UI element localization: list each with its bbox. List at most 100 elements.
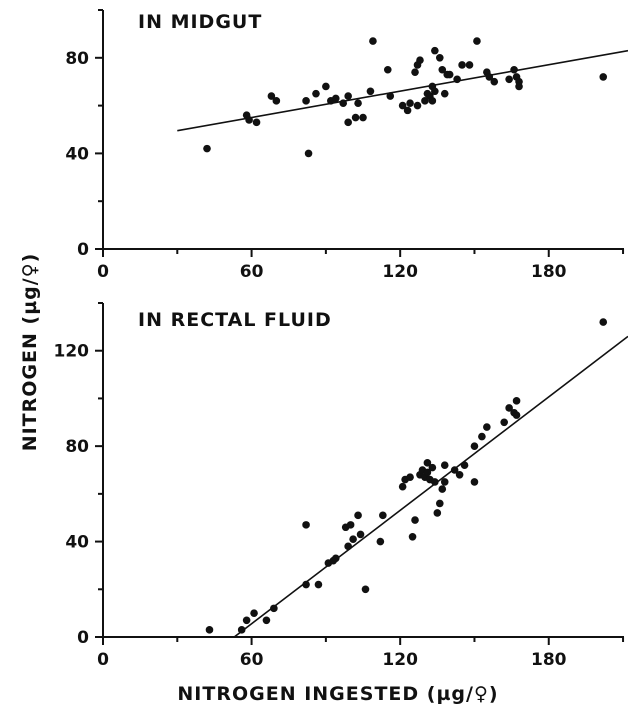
rectal-data-point xyxy=(470,478,479,486)
midgut-data-point xyxy=(354,99,362,108)
rectal-data-point xyxy=(500,418,508,427)
rectal-data-point xyxy=(423,468,432,477)
midgut-data-point xyxy=(413,101,422,110)
midgut-data-point xyxy=(252,118,261,127)
rectal-data-point xyxy=(455,470,464,479)
midgut-data-point xyxy=(267,92,276,100)
midgut-data-point xyxy=(339,99,348,108)
x-axis-title: NITROGEN INGESTED (µg/♀) xyxy=(177,683,498,705)
rectal-data-point xyxy=(398,482,407,491)
rectal-x-tick-label: 0 xyxy=(97,650,109,670)
midgut-data-point xyxy=(440,89,449,98)
rectal-y-tick-label: 0 xyxy=(77,628,89,648)
rectal-x-tick-label: 180 xyxy=(531,650,567,670)
midgut-data-point xyxy=(485,73,494,81)
rectal-data-point xyxy=(505,404,513,412)
rectal-data-point xyxy=(435,499,444,508)
midgut-data-point xyxy=(344,118,352,127)
rectal-data-point xyxy=(262,616,271,625)
rectal-data-point xyxy=(428,463,437,472)
midgut-y-tick-label: 80 xyxy=(65,49,89,69)
rectal-data-point xyxy=(433,509,442,517)
rectal-data-point xyxy=(599,318,608,326)
rectal-data-point xyxy=(379,511,387,520)
midgut-data-point xyxy=(510,65,518,74)
midgut-data-point xyxy=(366,87,375,96)
rectal-data-point xyxy=(270,604,278,613)
rectal-y-tick-label: 80 xyxy=(65,437,89,457)
midgut-data-point xyxy=(359,113,367,122)
rectal-data-point xyxy=(314,580,323,589)
rectal-data-point xyxy=(440,461,449,470)
rectal-y-tick-label: 120 xyxy=(54,342,90,362)
rectal-data-point xyxy=(483,423,491,431)
rectal-data-point xyxy=(344,542,352,551)
rectal-data-point xyxy=(460,461,469,470)
midgut-data-point xyxy=(435,54,444,62)
midgut-data-point xyxy=(406,99,414,108)
rectal-y-tick-label: 40 xyxy=(65,533,89,553)
rectal-data-point xyxy=(376,537,385,546)
midgut-y-tick-label: 0 xyxy=(77,240,89,260)
midgut-data-point xyxy=(428,97,437,105)
rectal-data-point xyxy=(242,616,251,625)
rectal-x-tick-label: 120 xyxy=(382,650,418,670)
rectal-data-point xyxy=(356,530,365,539)
rectal-data-point xyxy=(406,473,414,481)
y-axis-title: NITROGEN (µg/♀) xyxy=(19,253,41,452)
midgut-data-point xyxy=(403,106,412,115)
rectal-data-point xyxy=(349,535,357,543)
rectal-data-point xyxy=(450,466,459,474)
rectal-data-point xyxy=(302,521,310,529)
midgut-data-point xyxy=(465,61,474,69)
midgut-data-point xyxy=(411,68,419,76)
midgut-data-point xyxy=(515,82,523,91)
rectal-fluid-panel: 0 40 80 120 0 60 120 180 IN RECTAL FLUID xyxy=(54,302,628,670)
rectal-data-point xyxy=(408,533,417,541)
midgut-x-tick-label: 0 xyxy=(97,262,109,282)
midgut-data-point xyxy=(312,89,320,98)
midgut-data-point xyxy=(383,65,392,74)
rectal-data-point xyxy=(512,411,521,419)
midgut-regression-line xyxy=(177,49,628,132)
rectal-data-point xyxy=(440,478,449,486)
midgut-data-point xyxy=(331,94,340,103)
rectal-data-point xyxy=(423,459,432,467)
rectal-data-point xyxy=(361,585,370,594)
midgut-data-point xyxy=(438,65,447,74)
rectal-data-point xyxy=(411,516,419,524)
rectal-data-point xyxy=(478,432,486,441)
midgut-data-point xyxy=(369,37,377,45)
midgut-data-point xyxy=(322,82,330,91)
midgut-data-point xyxy=(245,116,253,124)
midgut-data-point xyxy=(386,92,395,100)
midgut-data-point xyxy=(599,73,608,81)
midgut-data-point xyxy=(302,97,310,105)
rectal-data-point xyxy=(302,580,310,589)
midgut-data-point xyxy=(458,61,466,69)
midgut-x-tick-label: 180 xyxy=(531,262,567,282)
rectal-data-point xyxy=(354,511,362,520)
midgut-data-point xyxy=(203,144,211,153)
midgut-panel: 0 40 80 0 60 120 180 IN MIDGUT xyxy=(65,9,628,282)
rectal-data-point xyxy=(438,485,447,493)
rectal-data-point xyxy=(431,478,439,486)
midgut-data-point xyxy=(473,37,481,45)
rectal-data-point xyxy=(512,397,521,405)
midgut-x-tick-label: 60 xyxy=(240,262,264,282)
rectal-x-tick-label: 60 xyxy=(240,650,264,670)
midgut-data-point xyxy=(272,97,281,105)
rectal-data-point xyxy=(346,521,355,529)
midgut-data-point xyxy=(304,149,313,158)
rectal-data-point xyxy=(237,626,246,634)
midgut-data-point xyxy=(398,101,407,110)
midgut-panel-title: IN MIDGUT xyxy=(138,11,262,33)
rectal-data-point xyxy=(250,609,258,617)
rectal-data-point xyxy=(205,626,214,634)
midgut-data-point xyxy=(445,70,454,79)
midgut-data-point xyxy=(431,87,439,96)
midgut-data-point xyxy=(490,77,499,86)
midgut-data-point xyxy=(431,46,439,55)
midgut-data-point xyxy=(344,92,352,100)
